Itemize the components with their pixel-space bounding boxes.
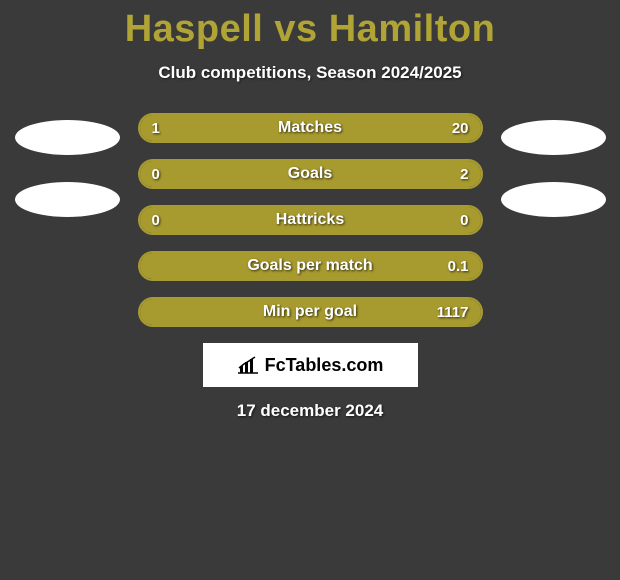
stat-label: Goals per match: [140, 253, 481, 279]
stat-left-value: 1: [152, 115, 160, 141]
stat-left-value: 0: [152, 161, 160, 187]
stat-right-value: 0: [460, 207, 468, 233]
comparison-chart: Matches120Goals02Hattricks00Goals per ma…: [0, 113, 620, 327]
stat-bar: Goals per match0.1: [138, 251, 483, 281]
stat-label: Hattricks: [140, 207, 481, 233]
page-title: Haspell vs Hamilton: [0, 0, 620, 51]
stat-bar: Hattricks0 0: [138, 205, 483, 235]
stat-label: Min per goal: [140, 299, 481, 325]
player2-logo-1: [501, 120, 606, 155]
player2-logo-col: [501, 113, 606, 217]
barchart-icon: [237, 356, 259, 374]
stat-bar: Min per goal1117: [138, 297, 483, 327]
stat-label: Matches: [140, 115, 481, 141]
stat-bars: Matches120Goals02Hattricks00Goals per ma…: [138, 113, 483, 327]
stat-right-value: 1117: [437, 299, 469, 325]
stat-bar: Goals0 2: [138, 159, 483, 189]
player1-logo-col: [15, 113, 120, 217]
watermark: FcTables.com: [203, 343, 418, 387]
player2-logo-2: [501, 182, 606, 217]
watermark-text: FcTables.com: [265, 355, 384, 376]
stat-right-value: 20: [452, 115, 469, 141]
stat-left-value: 0: [152, 207, 160, 233]
player1-logo-1: [15, 120, 120, 155]
date: 17 december 2024: [0, 401, 620, 421]
stat-right-value: 2: [460, 161, 468, 187]
stat-right-value: 0.1: [448, 253, 469, 279]
stat-bar: Matches1 20: [138, 113, 483, 143]
subtitle: Club competitions, Season 2024/2025: [0, 63, 620, 83]
player1-logo-2: [15, 182, 120, 217]
stat-label: Goals: [140, 161, 481, 187]
